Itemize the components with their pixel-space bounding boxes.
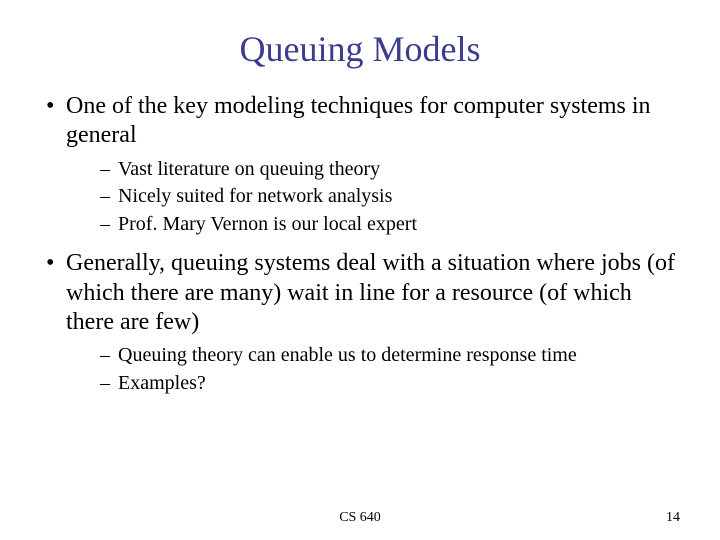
sub-item: Prof. Mary Vernon is our local expert [66,212,680,238]
sub-item: Queuing theory can enable us to determin… [66,343,680,369]
sub-item: Nicely suited for network analysis [66,184,680,210]
sub-list: Queuing theory can enable us to determin… [66,343,680,396]
bullet-list: One of the key modeling techniques for c… [40,92,680,396]
bullet-item: One of the key modeling techniques for c… [40,92,680,237]
sub-list: Vast literature on queuing theory Nicely… [66,157,680,238]
footer-course: CS 640 [339,510,381,526]
slide-container: Queuing Models One of the key modeling t… [0,0,720,540]
sub-item: Vast literature on queuing theory [66,157,680,183]
slide-title: Queuing Models [40,28,680,70]
bullet-text: Generally, queuing systems deal with a s… [66,250,675,335]
bullet-item: Generally, queuing systems deal with a s… [40,249,680,396]
footer: CS 640 14 [0,510,720,526]
bullet-text: One of the key modeling techniques for c… [66,93,651,148]
sub-item: Examples? [66,371,680,397]
footer-page-number: 14 [666,510,680,526]
